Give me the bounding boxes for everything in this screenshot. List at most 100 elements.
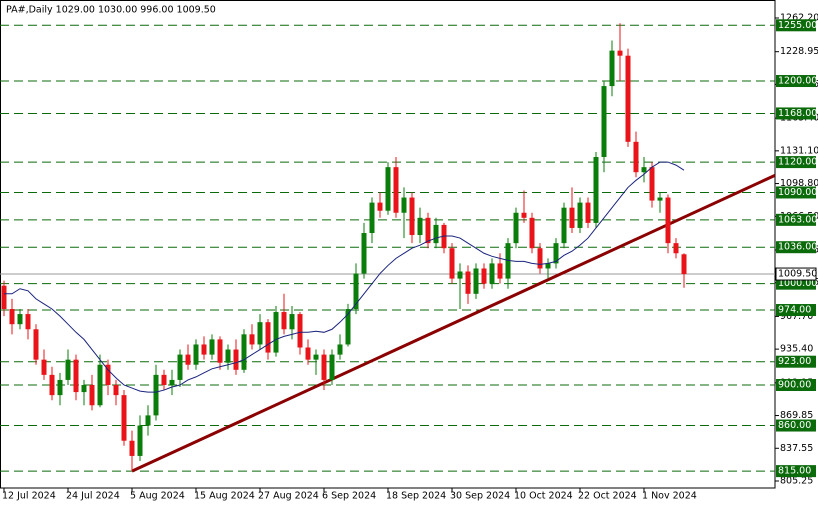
candle-body [65, 359, 71, 380]
candle-body [529, 217, 535, 249]
candle-body [265, 322, 271, 353]
candle-body [161, 374, 167, 385]
candle-body [209, 339, 215, 355]
x-tick-label: 22 Oct 2024 [578, 491, 637, 502]
candle-body [409, 197, 415, 236]
y-tick-label: 837.55 [780, 443, 813, 454]
y-tick-label: 1228.95 [780, 46, 818, 57]
level-label-box [776, 419, 816, 432]
level-label-box [776, 186, 816, 199]
candle-body [281, 312, 287, 330]
candle-body [257, 322, 263, 345]
candle-body [353, 273, 359, 310]
candle-body [385, 167, 391, 211]
candle-body [225, 349, 231, 363]
candle-body [153, 374, 159, 416]
y-tick-label: 1131.10 [780, 145, 818, 156]
candle-body [513, 212, 519, 244]
candle-body [113, 384, 119, 396]
candle-body [497, 263, 503, 279]
x-tick-label: 6 Sep 2024 [322, 491, 376, 502]
level-label: 860.00 [778, 420, 811, 431]
level-label-box [776, 107, 816, 120]
candle-body [249, 334, 255, 345]
candle-body [201, 344, 207, 355]
level-label: 1255.00 [778, 20, 817, 31]
x-tick-label: 18 Sep 2024 [386, 491, 446, 502]
candle-body [41, 359, 47, 375]
candle-body [449, 248, 455, 279]
candle-body [545, 263, 551, 269]
level-label-box [776, 75, 816, 88]
candle-body [297, 314, 303, 348]
moving-average [4, 161, 685, 393]
candle-body [145, 415, 151, 426]
axes: 1262.201228.951196.651163.401131.101098.… [2, 13, 818, 502]
candle-body [105, 364, 111, 385]
candle-body [305, 347, 311, 360]
level-label-box [776, 465, 816, 478]
candle-body [457, 271, 463, 279]
candle-body [641, 167, 647, 173]
y-tick-label: 935.40 [780, 344, 813, 355]
candle-body [17, 314, 23, 325]
level-label: 923.00 [778, 356, 811, 367]
candle-body [417, 217, 423, 236]
y-tick-label: 1262.20 [780, 13, 818, 24]
x-tick-label: 12 Jul 2024 [2, 491, 56, 502]
candle-body [649, 167, 655, 201]
level-label-box [776, 156, 816, 169]
candle-body [665, 197, 671, 244]
level-label-box [776, 213, 816, 226]
candle-body [625, 55, 631, 142]
level-label: 900.00 [778, 379, 811, 390]
current-price-label: 1009.50 [778, 269, 817, 280]
candle-body [1, 285, 7, 310]
candle-body [609, 50, 615, 87]
candle-body [345, 309, 351, 345]
candle-body [49, 374, 55, 396]
current-price-box [775, 267, 817, 281]
chart-title: PA#,Daily 1029.00 1030.00 996.00 1009.50 [6, 5, 216, 16]
candle-body [673, 243, 679, 254]
candle-body [481, 268, 487, 284]
x-tick-label: 24 Jul 2024 [66, 491, 120, 502]
candle-body [537, 248, 543, 269]
x-tick-label: 10 Oct 2024 [514, 491, 573, 502]
candle-body [89, 384, 95, 406]
candle-body [169, 379, 175, 385]
candle-body [217, 339, 223, 363]
candle-body [241, 334, 247, 370]
x-tick-label: 30 Sep 2024 [450, 491, 510, 502]
y-tick-label: 805.25 [780, 476, 813, 487]
candle-body [593, 157, 599, 223]
candle-body [193, 344, 199, 365]
y-tick-label: 1098.80 [780, 178, 818, 189]
x-tick-label: 15 Aug 2024 [194, 491, 255, 502]
plot-area [0, 23, 775, 473]
y-tick-label: 967.70 [780, 311, 813, 322]
candle-body [521, 212, 527, 218]
candle-body [465, 271, 471, 294]
candle-body [121, 395, 127, 441]
candle-body [505, 243, 511, 279]
candle-body [561, 207, 567, 244]
level-label-box [776, 241, 816, 254]
level-label: 974.00 [778, 305, 811, 316]
level-label: 1000.00 [778, 278, 817, 289]
level-label-box [776, 277, 816, 290]
candle-body [273, 312, 279, 353]
level-label: 1200.00 [778, 76, 817, 87]
candle-body [329, 354, 335, 380]
candle-body [97, 364, 103, 406]
candle-body [617, 50, 623, 56]
candle-body [185, 354, 191, 365]
level-label-box [776, 19, 816, 32]
level-label: 1120.00 [778, 157, 817, 168]
candle-body [289, 314, 295, 330]
candle-body [73, 359, 79, 393]
candle-body [473, 268, 479, 294]
candle-body [657, 197, 663, 201]
candle-body [361, 233, 367, 274]
